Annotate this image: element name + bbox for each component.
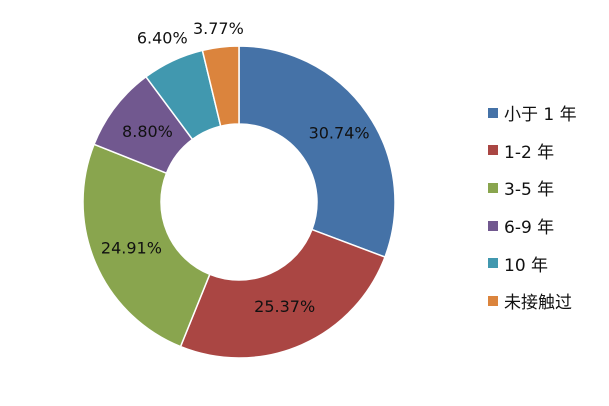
legend-label-1: 1-2 年 [504, 142, 555, 163]
legend-item-0: 小于 1 年 [488, 94, 577, 132]
legend-item-3: 6-9 年 [488, 207, 577, 245]
legend-swatch-1 [488, 145, 498, 156]
legend-swatch-4 [488, 258, 498, 269]
legend-swatch-2 [488, 182, 498, 193]
data-label-5: 3.77% [193, 19, 244, 38]
legend-swatch-0 [488, 107, 498, 118]
legend-label-5: 未接触过 [504, 293, 572, 314]
data-label-1: 25.37% [254, 297, 315, 316]
data-label-0: 30.74% [309, 123, 370, 142]
legend-label-4: 10 年 [504, 255, 549, 276]
donut-slice-1 [179, 228, 386, 359]
donut-slice-2 [82, 143, 211, 348]
legend-label-2: 3-5 年 [504, 180, 555, 201]
data-label-2: 24.91% [101, 238, 162, 257]
legend: 小于 1 年 1-2 年 3-5 年 6-9 年 10 年未接触过 [488, 94, 577, 320]
donut-slice-0 [238, 45, 396, 259]
legend-item-4: 10 年 [488, 244, 577, 282]
legend-swatch-5 [488, 295, 498, 306]
donut-slice-5 [201, 45, 240, 128]
legend-swatch-3 [488, 220, 498, 231]
data-labels-group: 30.74% 25.37% 24.91% 8.80% 6.40% 3.77% [101, 19, 370, 316]
legend-item-5: 未接触过 [488, 282, 577, 320]
legend-item-2: 3-5 年 [488, 169, 577, 207]
slices-group [82, 45, 396, 359]
data-label-3: 8.80% [122, 122, 173, 141]
data-label-4: 6.40% [137, 29, 188, 48]
legend-item-1: 1-2 年 [488, 132, 577, 170]
legend-label-0: 小于 1 年 [504, 105, 577, 126]
legend-label-3: 6-9 年 [504, 218, 555, 239]
